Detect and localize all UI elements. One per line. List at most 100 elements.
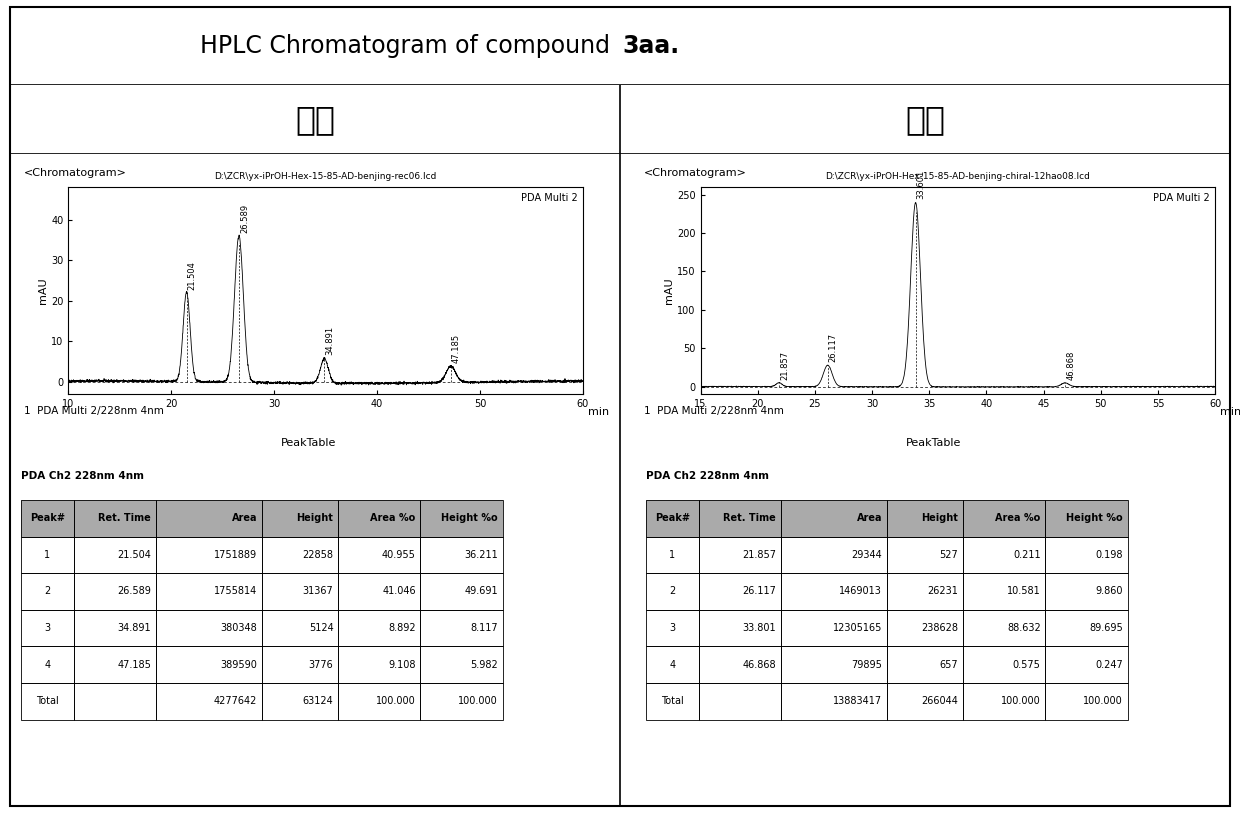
Bar xyxy=(1045,646,1127,683)
Bar xyxy=(339,500,420,537)
Text: 34.891: 34.891 xyxy=(118,623,151,633)
Bar xyxy=(156,500,262,537)
Text: 21.504: 21.504 xyxy=(118,550,151,560)
Bar xyxy=(339,537,420,573)
Text: Area %o: Area %o xyxy=(371,513,415,524)
Bar xyxy=(73,610,156,646)
Text: 1: 1 xyxy=(670,550,676,560)
Text: PDA Ch2 228nm 4nm: PDA Ch2 228nm 4nm xyxy=(646,471,769,480)
Text: 46.868: 46.868 xyxy=(1066,350,1075,380)
Bar xyxy=(73,646,156,683)
Bar xyxy=(698,537,781,573)
Bar xyxy=(420,500,502,537)
Bar xyxy=(963,573,1045,610)
Text: PDA Multi 2: PDA Multi 2 xyxy=(1153,193,1210,203)
Text: 0.575: 0.575 xyxy=(1013,659,1040,670)
Text: Total: Total xyxy=(661,696,683,706)
Bar xyxy=(781,646,887,683)
Text: min: min xyxy=(588,406,609,417)
Text: 657: 657 xyxy=(940,659,959,670)
Bar xyxy=(698,646,781,683)
Text: 4277642: 4277642 xyxy=(213,696,257,706)
Bar xyxy=(698,573,781,610)
Bar xyxy=(420,610,502,646)
Bar xyxy=(963,537,1045,573)
Text: 63124: 63124 xyxy=(303,696,334,706)
Text: D:\ZCR\yx-iPrOH-Hex-15-85-AD-benjing-chiral-12hao08.lcd: D:\ZCR\yx-iPrOH-Hex-15-85-AD-benjing-chi… xyxy=(826,172,1090,180)
Bar xyxy=(1045,610,1127,646)
Bar xyxy=(73,683,156,720)
Text: 100.000: 100.000 xyxy=(376,696,415,706)
Text: 47.185: 47.185 xyxy=(118,659,151,670)
Text: 1: 1 xyxy=(45,550,51,560)
Bar xyxy=(339,610,420,646)
Text: Height %o: Height %o xyxy=(1066,513,1123,524)
Text: 3aa.: 3aa. xyxy=(622,34,680,58)
Bar xyxy=(887,646,963,683)
Y-axis label: mAU: mAU xyxy=(38,277,48,304)
Text: 4: 4 xyxy=(45,659,51,670)
Text: 4: 4 xyxy=(670,659,676,670)
Text: Ret. Time: Ret. Time xyxy=(98,513,151,524)
Text: 2: 2 xyxy=(670,586,676,597)
Bar xyxy=(73,537,156,573)
Bar xyxy=(781,500,887,537)
Text: 9.860: 9.860 xyxy=(1095,586,1123,597)
Text: 79895: 79895 xyxy=(851,659,882,670)
Bar xyxy=(73,500,156,537)
Bar xyxy=(646,500,1127,537)
Bar xyxy=(781,683,887,720)
Text: 5124: 5124 xyxy=(309,623,334,633)
Text: Height %o: Height %o xyxy=(441,513,498,524)
Text: 21.857: 21.857 xyxy=(780,350,789,380)
Bar xyxy=(781,573,887,610)
Text: Area %o: Area %o xyxy=(996,513,1040,524)
Bar xyxy=(156,537,262,573)
Bar xyxy=(420,537,502,573)
Bar xyxy=(646,537,698,573)
Text: 1  PDA Multi 2/228nm 4nm: 1 PDA Multi 2/228nm 4nm xyxy=(645,406,784,416)
Bar xyxy=(781,610,887,646)
Bar xyxy=(262,683,339,720)
Bar xyxy=(646,500,698,537)
Text: 26.589: 26.589 xyxy=(241,203,249,233)
Text: 3776: 3776 xyxy=(309,659,334,670)
Bar xyxy=(262,610,339,646)
Bar xyxy=(420,573,502,610)
Text: Area: Area xyxy=(857,513,882,524)
Bar xyxy=(646,573,698,610)
Bar xyxy=(21,646,73,683)
Bar xyxy=(73,573,156,610)
Text: 100.000: 100.000 xyxy=(1084,696,1123,706)
Y-axis label: mAU: mAU xyxy=(665,277,675,304)
Text: 26.117: 26.117 xyxy=(743,586,776,597)
Bar xyxy=(156,683,262,720)
Text: 消旋: 消旋 xyxy=(295,103,335,137)
Bar xyxy=(1045,683,1127,720)
Bar xyxy=(262,573,339,610)
Bar xyxy=(262,500,339,537)
Text: 12305165: 12305165 xyxy=(832,623,882,633)
Bar xyxy=(698,610,781,646)
Text: D:\ZCR\yx-iPrOH-Hex-15-85-AD-benjing-rec06.lcd: D:\ZCR\yx-iPrOH-Hex-15-85-AD-benjing-rec… xyxy=(215,172,436,180)
Text: 89.695: 89.695 xyxy=(1089,623,1123,633)
Bar xyxy=(21,537,73,573)
Text: 389590: 389590 xyxy=(221,659,257,670)
Text: 13883417: 13883417 xyxy=(833,696,882,706)
Text: <Chromatogram>: <Chromatogram> xyxy=(25,167,128,178)
Text: 9.108: 9.108 xyxy=(388,659,415,670)
Text: 100.000: 100.000 xyxy=(459,696,498,706)
Bar xyxy=(646,683,698,720)
Bar xyxy=(21,683,73,720)
Text: 26.117: 26.117 xyxy=(828,333,838,362)
Bar xyxy=(963,683,1045,720)
Text: 0.198: 0.198 xyxy=(1095,550,1123,560)
Text: 1751889: 1751889 xyxy=(215,550,257,560)
Text: 手性: 手性 xyxy=(905,103,945,137)
Text: 41.046: 41.046 xyxy=(382,586,415,597)
Text: Total: Total xyxy=(36,696,58,706)
Text: 5.982: 5.982 xyxy=(470,659,498,670)
Text: 238628: 238628 xyxy=(921,623,959,633)
Bar xyxy=(1045,500,1127,537)
Bar xyxy=(646,610,698,646)
